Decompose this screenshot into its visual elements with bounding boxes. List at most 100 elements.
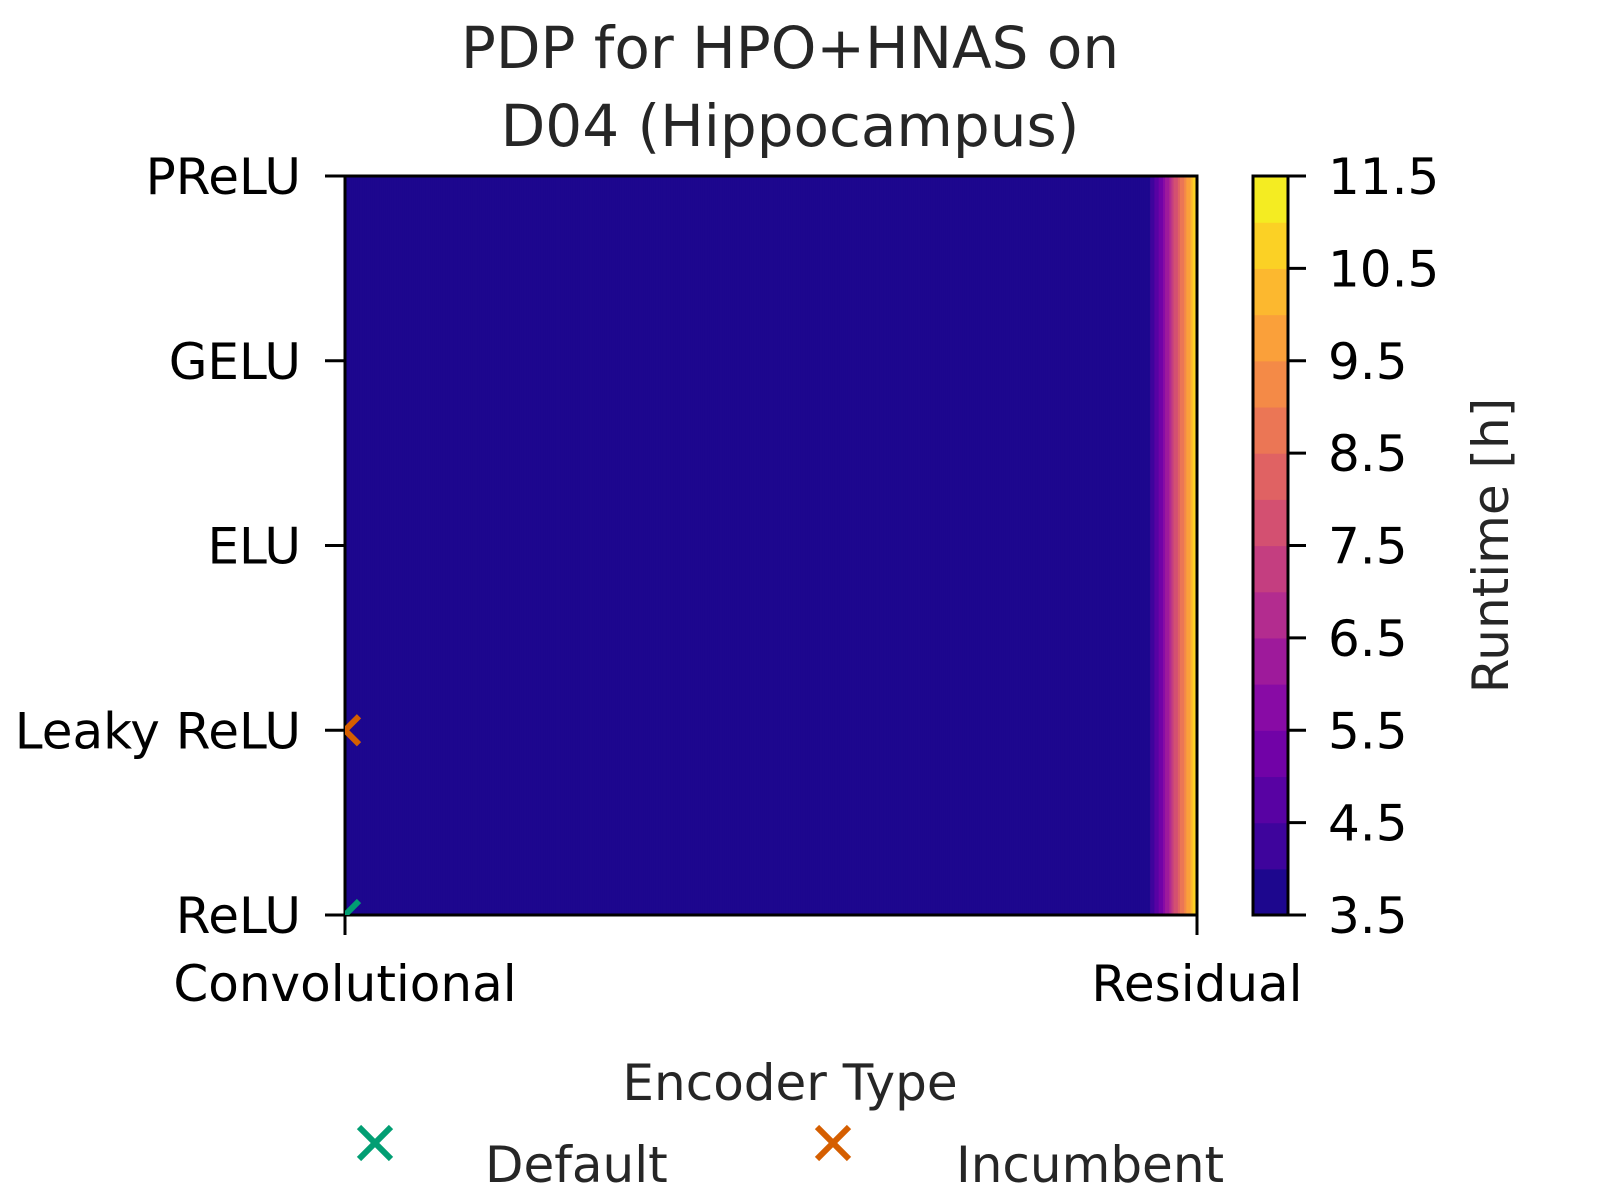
heatmap-cell — [628, 176, 632, 915]
heatmap-cell — [1122, 176, 1126, 915]
heatmap-cell — [888, 176, 891, 915]
heatmap-cell — [1018, 176, 1021, 915]
colorbar-level — [1253, 637, 1288, 685]
heatmap-cell — [1001, 176, 1004, 915]
heatmap-cell — [1037, 176, 1040, 915]
heatmap-cell — [851, 176, 855, 915]
heatmap-cell — [572, 176, 576, 915]
colorbar-level — [1253, 822, 1288, 870]
heatmap-cell — [660, 176, 663, 915]
heatmap-cell — [903, 176, 906, 915]
heatmap-cell — [472, 176, 476, 915]
legend-default-x — [356, 1124, 394, 1162]
heatmap-cell — [353, 176, 357, 915]
heatmap-cell — [1094, 176, 1098, 915]
heatmap-cell — [583, 176, 587, 915]
heatmap-cell — [783, 176, 787, 915]
heatmap-cell — [894, 176, 898, 915]
heatmap-cell — [1167, 176, 1170, 915]
heatmap-cell — [523, 176, 527, 915]
heatmap-cell — [956, 176, 960, 915]
heatmap-cell — [990, 176, 994, 915]
heatmap-cell — [928, 176, 932, 915]
heatmap-cell — [892, 176, 896, 915]
heatmap-cell — [1143, 176, 1147, 915]
heatmap-cell — [937, 176, 940, 915]
heatmap-cell — [1152, 176, 1155, 915]
heatmap-cell — [681, 176, 685, 915]
heatmap-cell — [917, 176, 921, 915]
heatmap-cell — [504, 176, 508, 915]
heatmap-cell — [389, 176, 393, 915]
heatmap-cell — [617, 176, 621, 915]
heatmap-cell — [1054, 176, 1058, 915]
colorbar-level — [1253, 684, 1288, 731]
heatmap-cell — [709, 176, 712, 915]
x-tick-label: Residual — [1091, 955, 1302, 1013]
heatmap-cell — [649, 176, 653, 915]
heatmap-cell — [966, 176, 970, 915]
heatmap-cell — [794, 176, 798, 915]
heatmap-cell — [638, 176, 642, 915]
heatmap-cell — [719, 176, 723, 915]
heatmap-cell — [400, 176, 404, 915]
heatmap-cell — [402, 176, 406, 915]
heatmap-cell — [749, 176, 753, 915]
heatmap-cell — [715, 176, 719, 915]
heatmap-cell — [500, 176, 504, 915]
heatmap-cell — [540, 176, 544, 915]
heatmap-cell — [947, 176, 951, 915]
heatmap-cell — [432, 176, 436, 915]
heatmap-cell — [858, 176, 862, 915]
heatmap-cell — [651, 176, 655, 915]
heatmap-cell — [792, 176, 796, 915]
heatmap-cell — [368, 176, 372, 915]
heatmap-cell — [543, 176, 546, 915]
heatmap-cell — [513, 176, 516, 915]
heatmap-cell — [530, 176, 534, 915]
heatmap-cell — [896, 176, 900, 915]
heatmap-cell — [1069, 176, 1072, 915]
heatmap-cell — [1081, 176, 1085, 915]
heatmap-cell — [641, 176, 644, 915]
heatmap-cell — [862, 176, 866, 915]
heatmap-cell — [598, 176, 602, 915]
heatmap-cell — [596, 176, 600, 915]
heatmap-cell — [964, 176, 968, 915]
heatmap-cell — [1111, 176, 1115, 915]
heatmap-cell — [866, 176, 870, 915]
heatmap-cell — [975, 176, 979, 915]
heatmap-cell — [677, 176, 681, 915]
heatmap-cell — [613, 176, 617, 915]
heatmap-cell — [534, 176, 538, 915]
heatmap-cell — [724, 176, 727, 915]
heatmap-cell — [1101, 176, 1104, 915]
heatmap-cell — [756, 176, 759, 915]
heatmap-cell — [1064, 176, 1068, 915]
heatmap-cell — [690, 176, 693, 915]
heatmap-cell — [796, 176, 800, 915]
heatmap-cell — [920, 176, 923, 915]
heatmap-cell — [466, 176, 470, 915]
heatmap-cell — [547, 176, 551, 915]
heatmap-cell — [457, 176, 461, 915]
heatmap-cell — [1088, 176, 1092, 915]
legend-default-label: Default — [485, 1136, 668, 1194]
heatmap-cell — [930, 176, 934, 915]
heatmap-plot-area — [343, 174, 1199, 917]
heatmap-cell — [758, 176, 761, 915]
heatmap-cell — [1043, 176, 1047, 915]
heatmap-cell — [362, 176, 365, 915]
heatmap-cell — [817, 176, 821, 915]
heatmap-cell — [679, 176, 683, 915]
heatmap-cell — [381, 176, 384, 915]
heatmap-cell — [1105, 176, 1109, 915]
heatmap-cell — [376, 176, 380, 915]
heatmap-cell — [408, 176, 412, 915]
heatmap-cell — [1086, 176, 1089, 915]
y-tick-label: GELU — [169, 333, 301, 391]
heatmap-cell — [809, 176, 813, 915]
legend-item-default: Default — [356, 1124, 668, 1194]
heatmap-cell — [830, 176, 834, 915]
